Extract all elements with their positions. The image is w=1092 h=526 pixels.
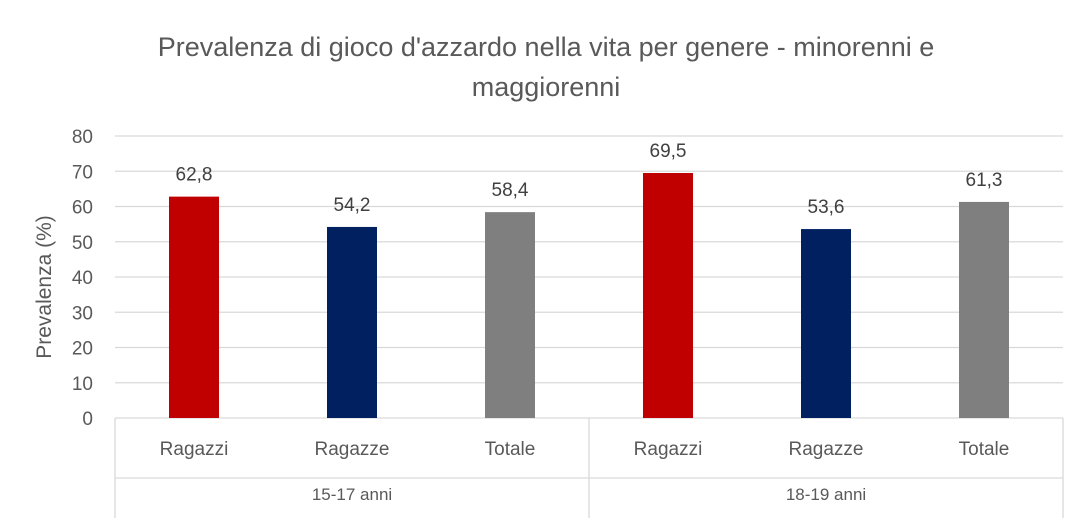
y-tick-label: 0: [82, 409, 93, 430]
bars: [169, 173, 1009, 418]
y-tick-label: 40: [72, 268, 93, 289]
data-labels: 62,8 54,2 58,4 69,5 53,6 61,3: [176, 141, 1003, 218]
chart-title-line-1: Prevalenza di gioco d'azzardo nella vita…: [158, 32, 935, 62]
y-tick-label: 60: [72, 198, 93, 219]
x-category-label: Ragazze: [315, 439, 390, 460]
x-group-label: 18-19 anni: [786, 485, 866, 504]
y-tick-label: 30: [72, 303, 93, 324]
y-tick-label: 80: [72, 127, 93, 148]
y-tick-label: 10: [72, 374, 93, 395]
x-axis: Ragazzi Ragazze Totale 15-17 anni Ragazzi Rag…: [114, 418, 1064, 518]
x-category-label: Ragazze: [789, 439, 864, 460]
y-tick-label: 50: [72, 233, 93, 254]
bar: [327, 226, 377, 418]
bar: [169, 196, 219, 418]
gridlines: [115, 135, 1063, 419]
chart-title-line-2: maggiorenni: [472, 72, 621, 102]
x-category-label: Ragazzi: [160, 439, 229, 460]
bar: [959, 201, 1009, 418]
data-label: 54,2: [334, 195, 371, 216]
data-label: 69,5: [650, 141, 687, 162]
y-axis-ticks: 0 10 20 30 40 50 60 70 80: [72, 127, 93, 430]
data-label: 61,3: [966, 170, 1003, 191]
data-label: 58,4: [492, 180, 529, 201]
data-label: 62,8: [176, 165, 213, 186]
bar: [801, 229, 851, 418]
x-category-label: Totale: [959, 439, 1010, 460]
x-category-label: Ragazzi: [634, 439, 703, 460]
y-tick-label: 20: [72, 339, 93, 360]
y-axis-title: Prevalenza (%): [33, 215, 56, 359]
y-tick-label: 70: [72, 162, 93, 183]
x-group-label: 15-17 anni: [312, 485, 392, 504]
bar: [485, 212, 535, 418]
x-category-label: Totale: [485, 439, 536, 460]
bar: [643, 173, 693, 418]
data-label: 53,6: [808, 197, 845, 218]
